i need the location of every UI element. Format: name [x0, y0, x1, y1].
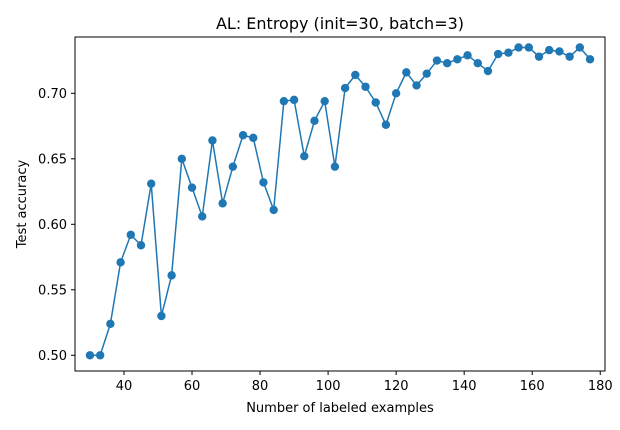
data-point: [504, 48, 513, 57]
data-point: [575, 43, 585, 52]
data-point: [340, 83, 350, 93]
data-point: [422, 69, 431, 78]
data-point: [371, 98, 380, 107]
x-axis-label: Number of labeled examples: [246, 401, 434, 416]
data-point: [95, 351, 105, 360]
y-tick-label: 0.70: [38, 87, 67, 102]
data-point: [279, 96, 289, 106]
data-point: [198, 212, 207, 221]
data-point: [391, 89, 401, 98]
data-point: [514, 43, 523, 52]
chart-title: AL: Entropy (init=30, batch=3): [216, 14, 464, 33]
data-point: [412, 81, 421, 90]
y-axis-label: Test accuracy: [15, 160, 30, 250]
data-point: [249, 133, 258, 143]
plot-area: [85, 43, 595, 360]
data-point: [310, 116, 319, 126]
data-point: [493, 49, 503, 59]
data-point: [473, 58, 482, 68]
data-point: [402, 68, 411, 77]
data-point: [330, 162, 340, 171]
x-tick-label: 60: [184, 379, 201, 394]
x-axis: 40 60 80 100 120 140 160 180: [116, 371, 613, 394]
data-point: [351, 70, 360, 80]
data-point: [565, 52, 574, 61]
x-tick-label: 80: [252, 379, 269, 394]
data-point: [300, 151, 309, 161]
series-line: [89, 46, 591, 357]
data-point: [289, 95, 299, 105]
data-point: [177, 154, 187, 164]
data-point: [361, 82, 370, 91]
data-point: [269, 205, 278, 215]
y-axis: 0.50 0.55 0.60 0.65 0.70: [38, 87, 75, 364]
plot-frame: [74, 36, 606, 372]
data-point: [524, 43, 533, 52]
data-point: [136, 241, 146, 250]
data-point: [463, 51, 472, 60]
y-tick-label: 0.65: [38, 152, 67, 167]
data-point: [555, 47, 564, 56]
data-point: [585, 55, 595, 64]
data-point: [259, 178, 268, 187]
data-point: [167, 271, 176, 280]
x-tick-label: 140: [452, 379, 477, 394]
x-tick-label: 120: [384, 379, 409, 394]
data-point: [453, 55, 462, 64]
data-point: [238, 131, 248, 140]
y-tick-label: 0.50: [38, 349, 67, 364]
data-point: [157, 311, 166, 321]
x-tick-label: 100: [316, 379, 341, 394]
x-tick-label: 40: [116, 379, 133, 394]
data-point: [147, 179, 156, 188]
data-point: [320, 96, 329, 106]
data-point: [85, 351, 95, 360]
data-point: [534, 52, 544, 61]
x-tick-label: 160: [520, 379, 545, 394]
data-point: [116, 258, 125, 267]
data-point: [483, 66, 493, 76]
data-point: [228, 162, 238, 171]
data-point: [208, 136, 217, 145]
x-tick-label: 180: [588, 379, 613, 394]
data-point: [432, 56, 442, 65]
data-point: [187, 183, 197, 192]
data-point: [218, 199, 227, 208]
y-tick-label: 0.60: [38, 218, 67, 233]
data-point: [442, 58, 452, 68]
data-point: [545, 45, 554, 55]
data-point: [106, 319, 115, 329]
y-tick-label: 0.55: [38, 283, 67, 298]
data-point: [126, 230, 135, 239]
data-point: [381, 120, 391, 129]
